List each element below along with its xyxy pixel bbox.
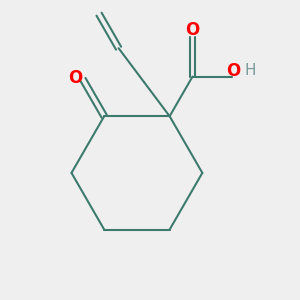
Text: H: H <box>244 63 256 78</box>
Text: O: O <box>226 62 241 80</box>
Text: O: O <box>68 69 82 87</box>
Text: O: O <box>185 21 200 39</box>
